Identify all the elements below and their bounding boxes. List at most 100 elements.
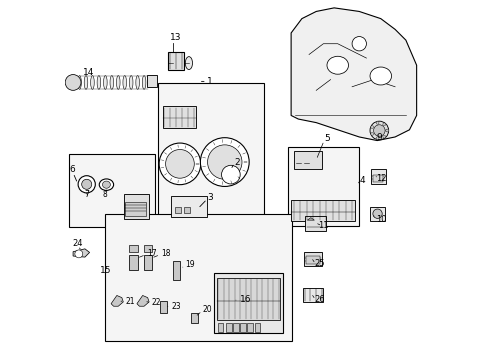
Text: 23: 23 [171,302,181,311]
Bar [305,256,319,264]
Text: 1: 1 [206,77,212,86]
Text: 5: 5 [324,134,329,143]
Ellipse shape [385,129,388,132]
Text: 25: 25 [313,259,324,268]
Bar [293,151,321,168]
Circle shape [165,149,194,178]
Bar [183,207,190,213]
Text: 18: 18 [161,249,170,258]
Bar [217,323,223,332]
Bar [247,323,253,332]
Text: 3: 3 [207,193,212,202]
Ellipse shape [102,181,110,188]
Ellipse shape [129,76,133,89]
Bar [160,301,167,313]
Ellipse shape [142,76,145,89]
Text: 22: 22 [152,298,161,307]
Text: 26: 26 [313,294,324,303]
Polygon shape [137,296,149,306]
Bar [143,244,152,252]
Bar [129,255,138,270]
Bar [254,323,260,332]
Text: 16: 16 [240,294,251,303]
Bar [369,207,384,221]
Circle shape [369,121,388,140]
Ellipse shape [375,137,378,140]
Text: 4: 4 [359,176,365,185]
Circle shape [372,209,382,219]
Ellipse shape [122,76,126,89]
Circle shape [81,179,92,189]
Ellipse shape [84,76,88,89]
Ellipse shape [116,76,120,89]
Bar [163,107,195,128]
Bar [216,278,280,320]
Bar [240,323,245,332]
Text: 17: 17 [147,249,156,258]
Text: 15: 15 [100,266,112,275]
Circle shape [221,165,240,184]
Ellipse shape [110,76,113,89]
Text: 24: 24 [72,239,82,248]
Circle shape [159,143,201,185]
Bar [190,313,198,323]
Bar [174,207,181,213]
Circle shape [78,176,95,193]
Ellipse shape [90,76,94,89]
Bar [171,196,206,217]
Circle shape [75,250,82,258]
Polygon shape [73,249,89,257]
Ellipse shape [78,76,81,89]
Circle shape [200,138,249,186]
Polygon shape [111,296,123,306]
Bar [168,52,183,69]
Text: 12: 12 [376,174,386,183]
Circle shape [207,145,242,179]
Text: 20: 20 [203,305,212,314]
Ellipse shape [370,132,373,135]
Circle shape [65,75,81,90]
Ellipse shape [136,76,139,89]
Text: 10: 10 [376,215,386,224]
Text: 11: 11 [318,221,328,230]
Text: 8: 8 [102,190,107,199]
Text: 13: 13 [169,32,181,41]
Bar [303,252,322,266]
Ellipse shape [382,123,385,126]
Ellipse shape [382,135,385,138]
Ellipse shape [99,179,113,190]
Bar [214,273,282,333]
Bar [303,288,323,302]
Ellipse shape [385,129,388,132]
Ellipse shape [185,57,192,69]
Circle shape [373,125,384,136]
Text: 9: 9 [376,133,382,142]
Bar [147,75,157,87]
Text: 19: 19 [185,260,195,269]
Text: 21: 21 [125,297,135,306]
Ellipse shape [103,76,107,89]
Bar [129,244,138,252]
Bar [69,154,155,226]
Bar [290,200,354,221]
Bar [143,255,152,270]
Bar [123,194,149,219]
Text: 6: 6 [70,165,76,174]
Bar [304,216,325,231]
Ellipse shape [97,76,101,89]
Bar [125,202,146,216]
Bar [158,83,264,223]
Bar [370,169,385,184]
Text: 7: 7 [83,190,88,199]
Ellipse shape [351,37,366,51]
Text: 14: 14 [83,68,94,77]
Ellipse shape [375,121,378,124]
Polygon shape [290,8,416,140]
Bar [172,261,180,280]
Text: 2: 2 [234,158,240,167]
Bar [105,215,291,341]
Ellipse shape [369,67,391,85]
Polygon shape [306,218,314,220]
Ellipse shape [326,56,348,74]
Ellipse shape [370,126,373,129]
